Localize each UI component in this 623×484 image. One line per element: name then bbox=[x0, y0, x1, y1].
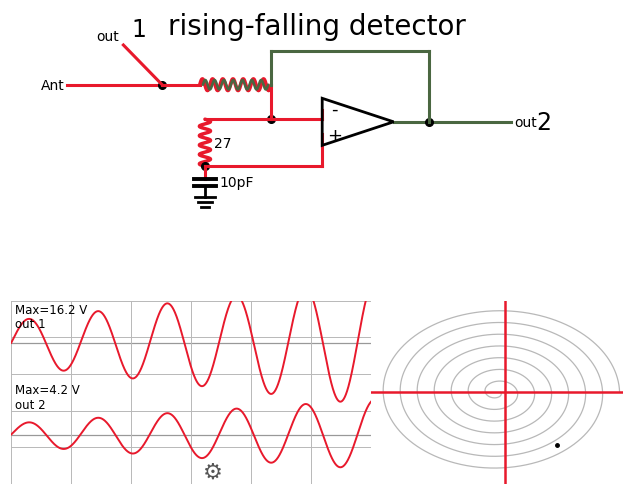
Text: out: out bbox=[514, 116, 536, 130]
Text: 2: 2 bbox=[536, 110, 551, 135]
Text: 10pF: 10pF bbox=[219, 176, 254, 190]
Text: Max=16.2 V: Max=16.2 V bbox=[15, 303, 87, 316]
Text: ⚙: ⚙ bbox=[203, 461, 223, 481]
Text: +: + bbox=[327, 127, 342, 145]
Text: -: - bbox=[331, 101, 338, 119]
Text: Max=4.2 V: Max=4.2 V bbox=[15, 383, 80, 396]
Text: 27: 27 bbox=[214, 136, 232, 151]
Text: out: out bbox=[97, 30, 119, 44]
Text: 1: 1 bbox=[131, 18, 146, 42]
Text: out 2: out 2 bbox=[15, 398, 45, 411]
Text: rising-falling detector: rising-falling detector bbox=[168, 13, 466, 41]
Text: out 1: out 1 bbox=[15, 318, 45, 331]
Text: Ant: Ant bbox=[40, 78, 64, 92]
